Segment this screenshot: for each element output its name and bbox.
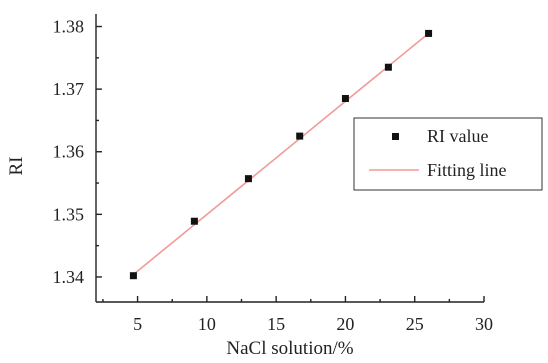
x-tick-label: 20 — [336, 314, 354, 334]
ri-data-point — [244, 175, 252, 183]
axes-group — [95, 14, 484, 303]
fitting-line — [132, 32, 430, 276]
y-tick-label: 1.37 — [53, 79, 85, 99]
y-tick-label: 1.34 — [53, 267, 85, 287]
y-tick-label: 1.35 — [53, 204, 85, 224]
x-tick-label: 5 — [133, 314, 142, 334]
y-tick-label: 1.36 — [53, 142, 85, 162]
ri-data-point — [384, 63, 392, 71]
x-tick-label: 10 — [198, 314, 216, 334]
x-tick-label: 30 — [475, 314, 493, 334]
ri-data-point — [296, 132, 304, 140]
fitting-line-group — [132, 32, 430, 276]
ri-data-point — [129, 272, 137, 280]
y-tick-label: 1.38 — [53, 17, 85, 37]
x-tick-label: 25 — [406, 314, 424, 334]
legend: RI value Fitting line — [353, 117, 543, 191]
legend-label-fitting-line: Fitting line — [427, 160, 507, 180]
x-axis-title: NaCl solution/% — [226, 338, 353, 359]
y-ticks: 1.34 1.35 1.36 1.37 1.38 — [53, 17, 102, 287]
legend-point-swatch — [392, 133, 399, 140]
ri-data-point — [341, 95, 349, 103]
legend-box — [353, 117, 543, 191]
legend-label-ri-value: RI value — [427, 126, 488, 146]
ri-data-point — [190, 217, 198, 225]
ri-data-point — [425, 29, 433, 37]
x-tick-label: 15 — [267, 314, 285, 334]
y-axis-title: RI — [6, 157, 27, 176]
ri-points-group — [129, 29, 433, 280]
x-ticks: 5 10 15 20 25 30 — [102, 296, 493, 334]
